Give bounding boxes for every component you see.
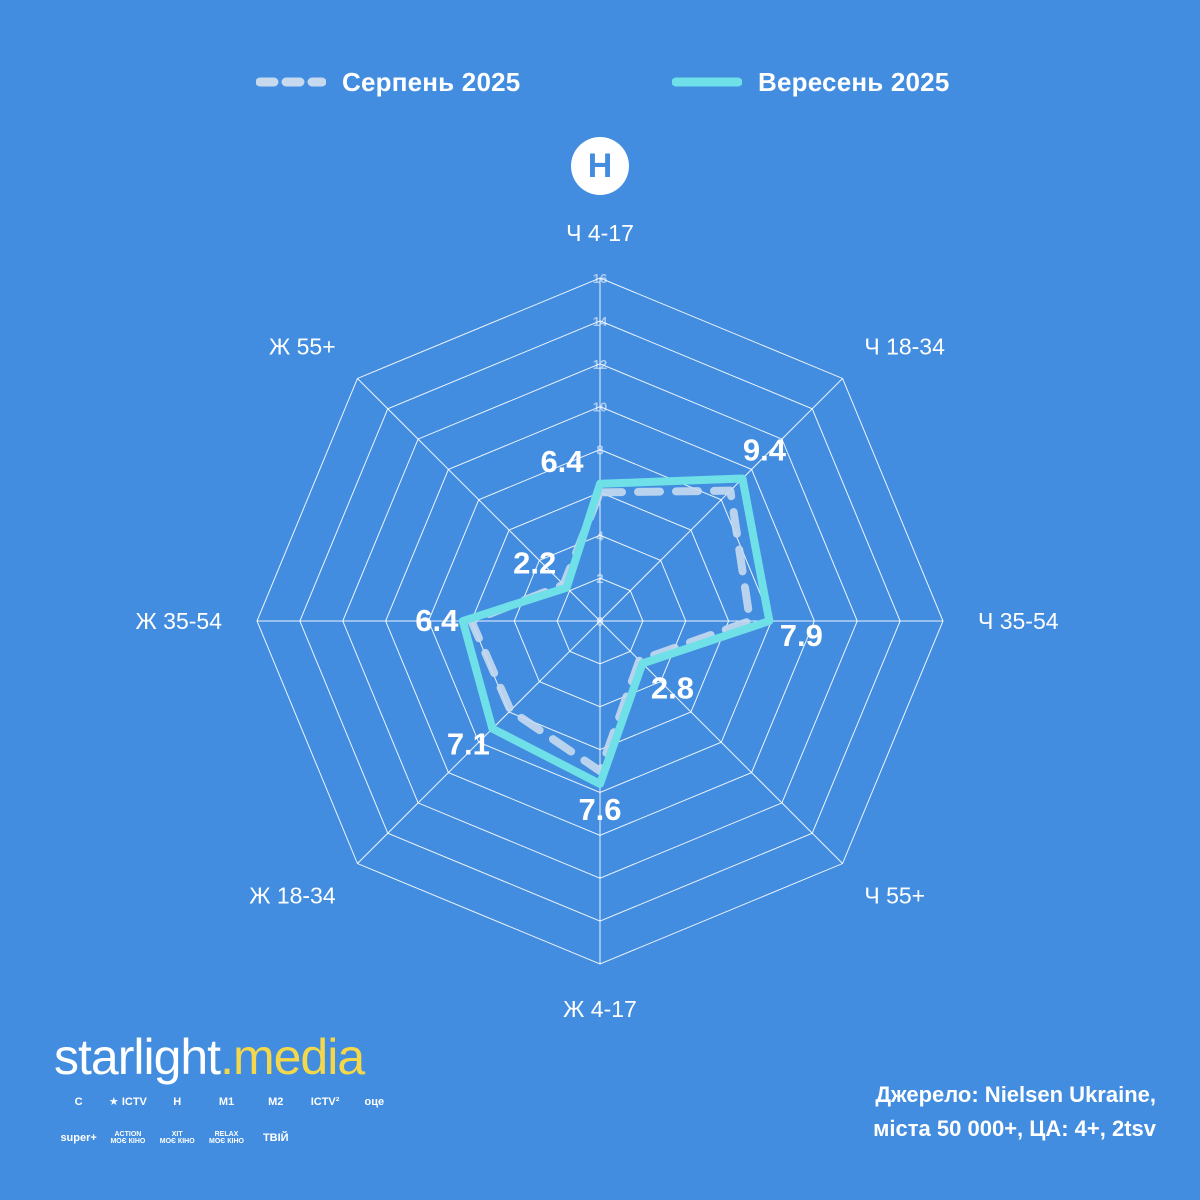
- legend-swatch-sep: [672, 77, 742, 87]
- source-line-1: Джерело: Nielsen Ukraine,: [875, 1082, 1156, 1107]
- tick-label: 12: [593, 357, 607, 372]
- channel-logo: super+: [60, 1131, 97, 1144]
- tick-label: 10: [593, 400, 607, 415]
- grid-spoke: [357, 620, 601, 864]
- channel-logo: ТВІЙ: [262, 1131, 289, 1144]
- channel-logo: С: [74, 1095, 83, 1108]
- channel-logo: М2: [268, 1095, 284, 1108]
- grid-spoke: [357, 378, 601, 622]
- source-note: Джерело: Nielsen Ukraine, міста 50 000+,…: [873, 1078, 1156, 1146]
- axis-label: Ч 35-54: [978, 608, 1059, 634]
- tick-label: 2: [596, 571, 603, 586]
- legend-item-aug: Серпень 2025: [256, 62, 520, 102]
- channel-logo: ХІТ МОЄ КІНО: [159, 1131, 195, 1145]
- channel-logo: оце: [364, 1095, 385, 1108]
- data-label: 2.2: [513, 546, 556, 581]
- channel-logo: ACTION МОЄ КІНО: [110, 1131, 146, 1145]
- tick-label: 4: [596, 528, 604, 543]
- tick-label: 0: [596, 614, 603, 629]
- data-label: 7.9: [780, 618, 823, 653]
- series-line-sep: [458, 474, 774, 788]
- tick-label: 16: [593, 271, 607, 286]
- brand-logo: starlight.media: [54, 1028, 365, 1086]
- data-label: 6.4: [415, 603, 459, 638]
- channel-logo: М1: [218, 1095, 235, 1108]
- legend-label-aug: Серпень 2025: [342, 66, 521, 97]
- legend-item-sep: Вересень 2025: [672, 62, 950, 102]
- brand-logo-part1: starlight: [54, 1029, 221, 1085]
- channel-logo: ★ ICTV: [108, 1095, 147, 1108]
- axis-label: Ж 35-54: [136, 608, 223, 634]
- axis-label: Ч 4-17: [566, 220, 634, 246]
- legend: Серпень 2025 Вересень 2025: [0, 62, 1200, 102]
- axis-label: Ж 18-34: [249, 882, 336, 908]
- tick-label: 8: [596, 443, 603, 458]
- axis-label: Ч 18-34: [864, 334, 945, 360]
- source-line-2: міста 50 000+, ЦА: 4+, 2tsv: [873, 1116, 1156, 1141]
- data-label: 2.8: [651, 670, 694, 705]
- data-label: 7.6: [578, 792, 621, 827]
- tick-label: 14: [593, 314, 608, 329]
- grid-spoke: [599, 620, 843, 864]
- legend-label-sep: Вересень 2025: [758, 66, 950, 97]
- channel-logos: С ★ ICTV Н М1 М2 ICTV² оце super+ ACTION МОЄ КІН…: [54, 1090, 399, 1150]
- data-label: 6.4: [540, 444, 584, 479]
- channel-logo: ICTV²: [310, 1095, 340, 1108]
- channel-logo-badge: Н: [571, 137, 629, 195]
- grid-spoke: [599, 378, 843, 622]
- data-label: 7.1: [447, 727, 490, 762]
- axis-label: Ж 4-17: [563, 996, 637, 1022]
- data-label: 9.4: [743, 433, 787, 468]
- channel-logo: Н: [173, 1095, 182, 1108]
- axis-label: Ч 55+: [864, 882, 925, 908]
- legend-swatch-aug: [256, 77, 326, 87]
- axis-label: Ж 55+: [269, 334, 336, 360]
- brand-logo-part2: .media: [220, 1029, 365, 1085]
- channel-logo: RELAX МОЄ КІНО: [209, 1131, 244, 1145]
